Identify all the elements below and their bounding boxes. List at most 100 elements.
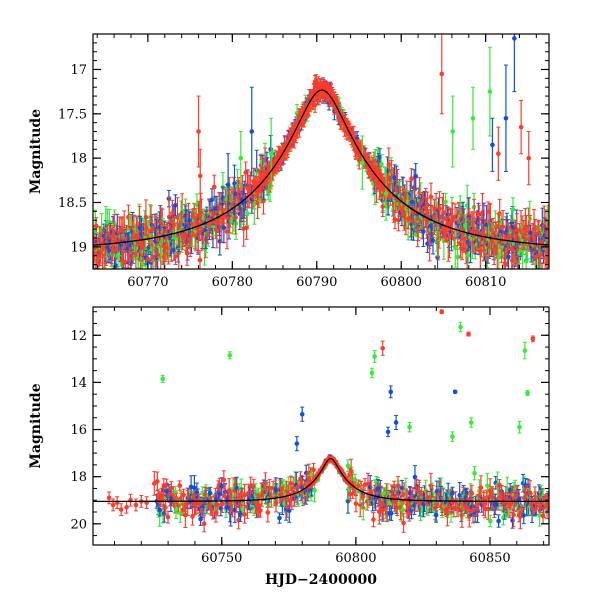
panel-full: 60750 60800 60850 12 14 16 18 20 Magnitude HJD−… [28, 306, 550, 588]
bottom-data-point [407, 421, 412, 433]
top-y-tick-label: 17 [70, 63, 87, 78]
top-data-point [526, 131, 532, 186]
top-x-tick-label: 60770 [127, 275, 168, 290]
bottom-data-point [118, 503, 124, 517]
bottom-data-point [201, 515, 207, 533]
bottom-data-point [496, 514, 501, 528]
bottom-data-point [464, 487, 470, 499]
bottom-data-point [160, 374, 166, 383]
bottom-data-point [133, 498, 139, 512]
bottom-data-point [219, 494, 225, 513]
bottom-data-point [388, 385, 394, 399]
bottom-data-point [288, 475, 294, 492]
bottom-data-point [522, 341, 528, 360]
top-data-point [540, 263, 545, 269]
bottom-data-point [114, 496, 120, 509]
bottom-data-point [372, 350, 377, 363]
bottom-plot-frame [92, 306, 550, 546]
top-data-point [545, 232, 549, 269]
bottom-data-point [265, 502, 271, 523]
top-data-point [425, 191, 430, 219]
top-data-point [211, 174, 217, 200]
top-data-point [510, 197, 516, 222]
bottom-data-point [277, 512, 282, 524]
top-y-tick-label: 17.5 [58, 107, 87, 122]
top-data-point [490, 117, 495, 172]
top-data-point [470, 86, 476, 150]
top-data-point [184, 240, 190, 266]
top-y-tick-label: 18 [70, 152, 87, 167]
bottom-data-point [380, 340, 385, 356]
top-data-point [409, 168, 414, 189]
bottom-data-point [299, 406, 305, 422]
bottom-data-point [227, 351, 233, 360]
top-data-point [93, 217, 99, 235]
bottom-data-point [521, 506, 527, 525]
bottom-data-point [371, 512, 376, 528]
x-axis-label: HJD−2400000 [265, 572, 377, 588]
bottom-x-tick-label: 60850 [469, 551, 510, 566]
top-data-point [249, 86, 255, 177]
bottom-data-point [530, 335, 536, 343]
top-data-point [380, 196, 386, 217]
bottom-data-point [124, 500, 129, 514]
top-data-point [244, 215, 249, 240]
top-data-point [268, 117, 274, 190]
top-data-point [383, 166, 389, 221]
top-data-point [500, 210, 506, 244]
bottom-data-point [525, 390, 530, 396]
bottom-model-line [93, 457, 549, 503]
top-y-axis-label: Magnitude [28, 109, 44, 194]
top-data-point [360, 135, 365, 190]
bottom-data-point [369, 367, 375, 379]
bottom-data-point [215, 493, 221, 517]
bottom-data-point [458, 321, 463, 333]
top-x-tick-label: 60810 [465, 275, 506, 290]
top-data-point [512, 34, 517, 93]
bottom-data-point [545, 496, 549, 513]
top-model-line [93, 89, 549, 246]
bottom-data-point [487, 514, 493, 528]
bottom-data-point [144, 496, 149, 509]
top-data-points [93, 34, 549, 269]
top-data-point [264, 175, 269, 191]
top-y-tick-label: 19 [70, 240, 87, 255]
bottom-axis-ticks: 60750 60800 60850 12 14 16 18 20 [70, 307, 549, 566]
top-data-point [518, 100, 524, 155]
bottom-y-tick-label: 14 [70, 376, 87, 391]
top-data-point [413, 163, 419, 190]
top-data-point [503, 64, 509, 172]
top-data-point [392, 209, 398, 230]
bottom-data-point [401, 513, 406, 533]
bottom-data-point [163, 498, 168, 516]
bottom-y-axis-label: Magnitude [28, 383, 44, 468]
bottom-model-curve [93, 457, 549, 503]
top-axis-ticks: 60770 60780 60790 60800 60810 17 17.5 18 18.5 19 [58, 33, 549, 290]
bottom-x-tick-label: 60800 [335, 551, 376, 566]
top-data-point [197, 250, 203, 269]
top-data-point [225, 153, 231, 217]
bottom-data-point [177, 480, 183, 491]
bottom-data-point [352, 473, 358, 486]
top-plot-frame [92, 33, 550, 270]
top-model-curve [93, 89, 549, 246]
bottom-data-point [468, 417, 474, 428]
top-x-tick-label: 60800 [381, 275, 422, 290]
bottom-data-point [385, 426, 391, 438]
bottom-data-point [128, 493, 133, 507]
bottom-data-point [242, 505, 247, 524]
bottom-data-point [472, 466, 477, 481]
top-x-tick-label: 60790 [296, 275, 337, 290]
bottom-data-point [466, 331, 471, 337]
top-data-point [450, 95, 456, 168]
top-data-point [439, 34, 445, 115]
top-data-point [396, 209, 401, 232]
bottom-x-tick-label: 60750 [201, 551, 242, 566]
bottom-y-tick-label: 12 [70, 329, 87, 344]
bottom-y-tick-label: 16 [70, 423, 87, 438]
top-data-point [220, 186, 226, 210]
bottom-data-point [151, 471, 157, 496]
bottom-data-points [106, 309, 549, 533]
bottom-data-point [395, 476, 401, 496]
